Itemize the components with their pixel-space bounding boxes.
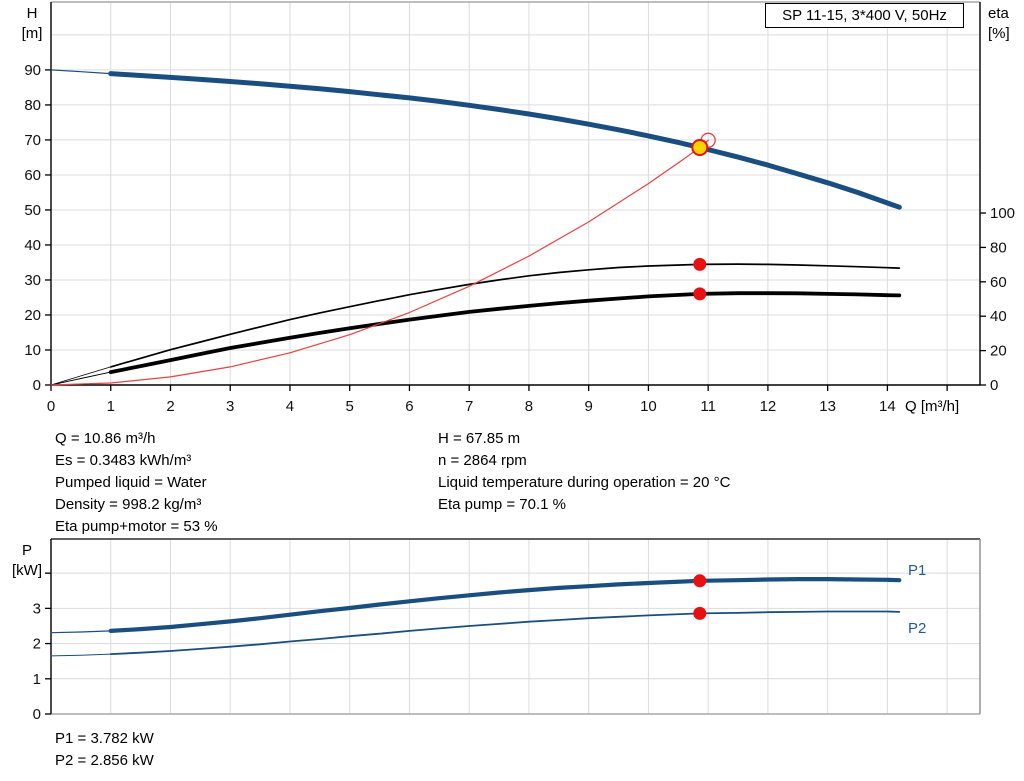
info-line-liquid: Pumped liquid = Water — [55, 474, 207, 491]
power-chart-ticks — [45, 572, 51, 715]
hq-eta-chart-ticks — [45, 69, 986, 391]
power-chart-frame — [50, 538, 981, 715]
power-line-p2: P2 = 2.856 kW — [55, 752, 154, 769]
svg-text:70: 70 — [24, 132, 41, 149]
pump-title-box: SP 11-15, 3*400 V, 50Hz — [765, 3, 964, 28]
p2-point — [693, 606, 707, 620]
power-chart-tick-labels: 0 1 2 3 — [33, 600, 41, 723]
hq-eta-chart-frame — [50, 1, 981, 386]
eta-axis-label-symbol: eta — [988, 5, 1009, 22]
info-line-speed: n = 2864 rpm — [438, 452, 527, 469]
p1-series-label: P1 — [908, 562, 927, 579]
svg-text:2: 2 — [33, 636, 41, 653]
svg-text:20: 20 — [990, 343, 1007, 360]
hq-eta-chart-grid — [51, 2, 980, 385]
svg-text:0: 0 — [33, 377, 41, 394]
svg-text:0: 0 — [33, 706, 41, 723]
info-line-es: Es = 0.3483 kWh/m³ — [55, 452, 192, 469]
power-chart-grid — [51, 539, 980, 714]
pump-curve-curve — [108, 71, 902, 210]
power-block: P1 = 3.782 kW P2 = 2.856 kW — [55, 728, 154, 772]
info-line-density: Density = 998.2 kg/m³ — [55, 496, 202, 513]
eta-pump-curve — [109, 263, 901, 368]
svg-text:7: 7 — [465, 398, 473, 415]
svg-text:50: 50 — [24, 202, 41, 219]
svg-text:30: 30 — [24, 272, 41, 289]
info-line-temperature: Liquid temperature during operation = 20… — [438, 474, 731, 491]
P1-curve-lead — [50, 630, 112, 634]
info-line-eta-total: Eta pump+motor = 53 % — [55, 518, 218, 535]
svg-text:3: 3 — [33, 600, 41, 617]
info-line-eta-pump: Eta pump = 70.1 % — [438, 496, 566, 513]
info-block-right: H = 67.85 m n = 2864 rpm Liquid temperat… — [438, 428, 730, 516]
system-curve-curve — [50, 139, 709, 386]
h-axis-label-symbol: H — [26, 5, 38, 22]
svg-text:5: 5 — [346, 398, 354, 415]
svg-text:14: 14 — [879, 398, 896, 415]
svg-text:13: 13 — [819, 398, 836, 415]
eta-pump-curve-lead — [50, 366, 112, 386]
p-axis-label: P [kW] — [6, 541, 48, 581]
eta-axis-label-unit: [%] — [988, 25, 1010, 42]
svg-text:2: 2 — [166, 398, 174, 415]
svg-text:100: 100 — [990, 205, 1015, 222]
pump-curve-curve-lead — [50, 69, 112, 75]
svg-text:80: 80 — [24, 97, 41, 114]
svg-text:40: 40 — [990, 308, 1007, 325]
svg-text:4: 4 — [286, 398, 294, 415]
svg-text:1: 1 — [33, 671, 41, 688]
svg-text:80: 80 — [990, 239, 1007, 256]
info-line-q: Q = 10.86 m³/h — [55, 430, 156, 447]
svg-text:0: 0 — [990, 377, 998, 394]
hq-eta-chart-tick-labels: 0 1 2 3 4 5 6 7 8 9 10 11 12 13 1401020304050607080900… — [24, 62, 1015, 415]
svg-text:10: 10 — [640, 398, 657, 415]
info-line-h: H = 67.85 m — [438, 430, 521, 447]
p-axis-label-unit: [kW] — [12, 562, 42, 579]
h-axis-label-unit: [m] — [21, 25, 43, 42]
svg-text:60: 60 — [990, 274, 1007, 291]
eta-pump-motor-point — [693, 287, 707, 301]
p1-point — [693, 574, 707, 588]
P2-curve — [109, 610, 901, 655]
svg-text:1: 1 — [107, 398, 115, 415]
svg-text:40: 40 — [24, 237, 41, 254]
eta-pump-point — [693, 257, 707, 271]
svg-text:3: 3 — [226, 398, 234, 415]
power-line-p1: P1 = 3.782 kW — [55, 730, 154, 747]
svg-text:90: 90 — [24, 62, 41, 79]
svg-text:8: 8 — [525, 398, 533, 415]
svg-text:11: 11 — [700, 398, 716, 415]
svg-text:60: 60 — [24, 167, 41, 184]
P2-curve-lead — [50, 653, 112, 657]
eta-pump-motor-curve-lead — [50, 371, 112, 386]
svg-text:9: 9 — [585, 398, 593, 415]
h-axis-label: H [m] — [12, 4, 52, 44]
svg-text:20: 20 — [24, 307, 41, 324]
duty-point[interactable] — [691, 139, 709, 156]
eta-axis-label: eta [%] — [988, 4, 1024, 44]
info-block-left: Q = 10.86 m³/h Es = 0.3483 kWh/m³ Pumped… — [55, 428, 218, 538]
p2-series-label: P2 — [908, 620, 927, 637]
svg-text:6: 6 — [405, 398, 413, 415]
eta-pump-motor-curve — [108, 291, 902, 374]
svg-text:0: 0 — [47, 398, 55, 415]
power-chart: 0 1 2 3 — [33, 538, 981, 723]
svg-text:10: 10 — [24, 342, 41, 359]
svg-text:12: 12 — [760, 398, 777, 415]
p-axis-label-symbol: P — [21, 542, 32, 559]
P1-curve — [108, 577, 902, 633]
q-axis-label: Q [m³/h] — [905, 398, 960, 415]
hq-eta-chart: 0 1 2 3 4 5 6 7 8 9 10 11 12 13 1401020304050607080900… — [24, 1, 1015, 415]
